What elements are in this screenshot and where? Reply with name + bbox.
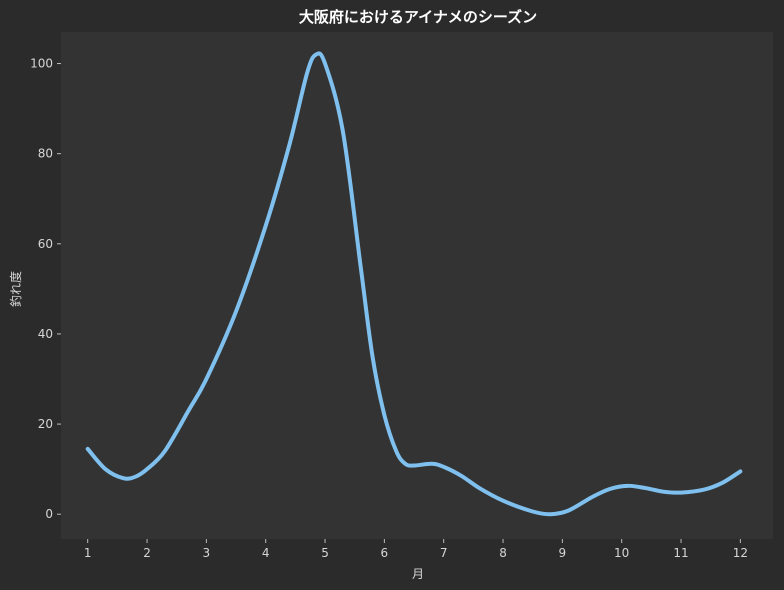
y-tick-label: 60	[38, 237, 53, 251]
x-tick-label: 5	[321, 546, 329, 560]
y-tick-label: 40	[38, 327, 53, 341]
series-line	[85, 51, 743, 517]
chart-title: 大阪府におけるアイナメのシーズン	[299, 8, 537, 26]
x-tick-label: 7	[440, 546, 448, 560]
x-axis-label: 月	[412, 567, 424, 581]
y-axis-label: 釣れ度	[8, 271, 23, 307]
x-axis: 1 2 3 4 5 6 7 8 9 10 11 12	[84, 539, 748, 560]
y-tick-label: 20	[38, 417, 53, 431]
x-tick-label: 6	[381, 546, 389, 560]
y-tick-label: 100	[30, 57, 53, 71]
y-axis: 0 20 40 60 80 100	[30, 57, 61, 521]
x-tick-label: 4	[262, 546, 270, 560]
x-tick-label: 1	[84, 546, 92, 560]
x-tick-label: 9	[559, 546, 567, 560]
y-tick-label: 80	[38, 147, 53, 161]
x-tick-label: 10	[614, 546, 629, 560]
plot-area	[61, 32, 773, 539]
y-tick-label: 0	[45, 507, 53, 521]
x-tick-label: 11	[673, 546, 688, 560]
x-tick-label: 12	[733, 546, 748, 560]
x-tick-label: 8	[499, 546, 507, 560]
x-tick-label: 2	[143, 546, 151, 560]
x-tick-label: 3	[203, 546, 211, 560]
